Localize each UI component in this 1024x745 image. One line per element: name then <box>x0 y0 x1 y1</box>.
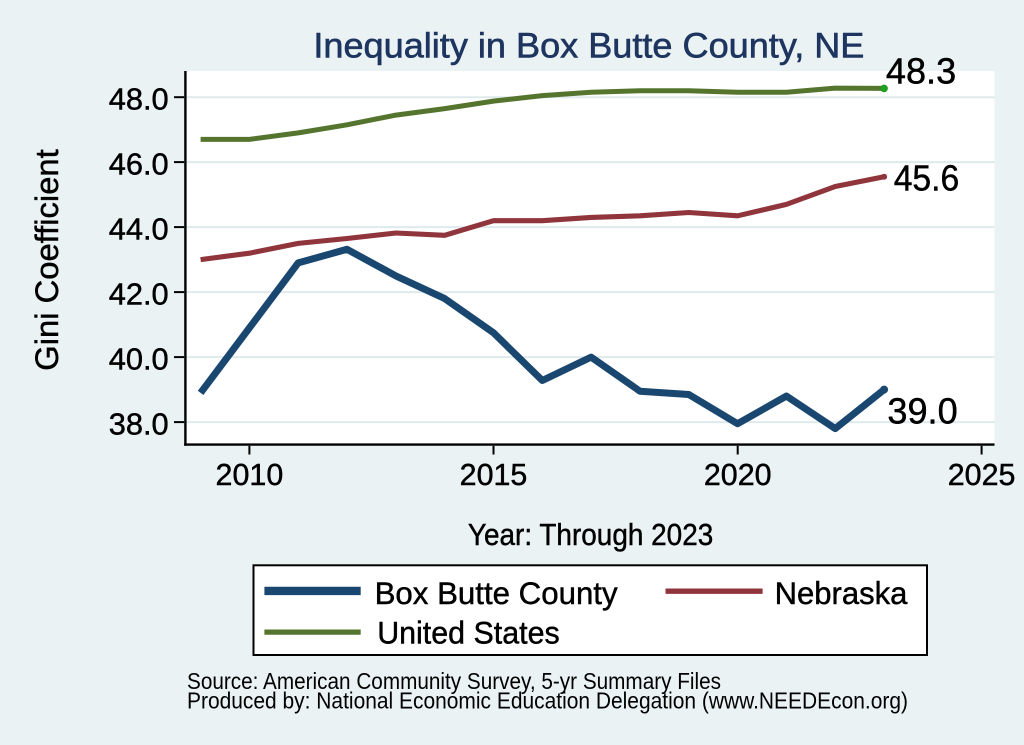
svg-text:48.3: 48.3 <box>886 51 956 92</box>
svg-text:45.6: 45.6 <box>894 158 960 199</box>
svg-text:Year: Through 2023: Year: Through 2023 <box>468 517 713 552</box>
svg-text:Inequality in Box Butte County: Inequality in Box Butte County, NE <box>313 26 864 65</box>
svg-text:Nebraska: Nebraska <box>775 575 908 611</box>
svg-text:Source: American Community Sur: Source: American Community Survey, 5-yr … <box>187 668 721 694</box>
svg-text:44.0: 44.0 <box>109 212 169 247</box>
svg-text:46.0: 46.0 <box>109 147 169 182</box>
svg-text:2025: 2025 <box>948 457 1016 492</box>
svg-text:39.0: 39.0 <box>887 390 957 431</box>
svg-text:40.0: 40.0 <box>109 342 169 377</box>
svg-text:2020: 2020 <box>704 457 772 492</box>
svg-text:48.0: 48.0 <box>109 82 169 117</box>
svg-text:2010: 2010 <box>216 457 284 492</box>
svg-text:38.0: 38.0 <box>109 407 169 442</box>
svg-text:Box Butte County: Box Butte County <box>375 575 618 611</box>
svg-text:Gini Coefficient: Gini Coefficient <box>29 149 65 371</box>
svg-text:2015: 2015 <box>460 457 528 492</box>
svg-text:Produced by: National Economic: Produced by: National Economic Education… <box>187 688 908 714</box>
svg-text:United States: United States <box>377 615 560 651</box>
svg-text:42.0: 42.0 <box>109 277 169 312</box>
